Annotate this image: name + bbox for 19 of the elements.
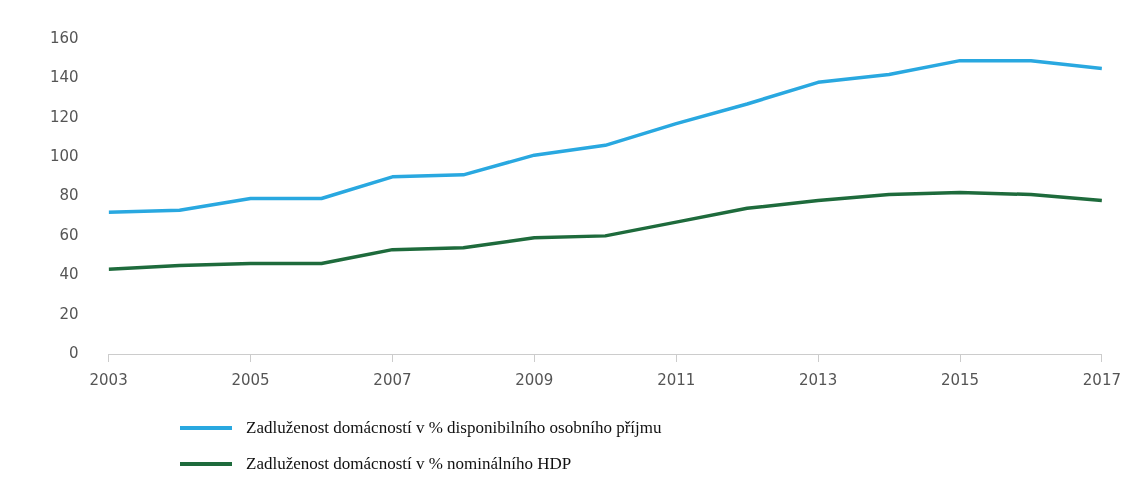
x-tick-label: 2017 <box>1082 370 1122 389</box>
x-tick-label: 2003 <box>89 370 128 389</box>
x-tick-label: 2009 <box>515 370 554 389</box>
x-tick-label: 2015 <box>940 370 980 389</box>
x-tick-label: 2011 <box>657 370 696 389</box>
y-tick-label: 100 <box>49 147 79 166</box>
legend-label: Zadluženost domácností v % nominálního HDP <box>246 454 572 474</box>
x-tick-label: 2013 <box>799 370 838 389</box>
y-tick-label: 140 <box>49 68 79 87</box>
y-tick-label: 120 <box>49 107 79 126</box>
legend-label: Zadluženost domácností v % disponibilního osobního příjmu <box>246 418 662 438</box>
y-tick-label: 40 <box>59 265 79 284</box>
y-tick-label: 160 <box>49 28 79 47</box>
x-tick-label: 2005 <box>231 370 270 389</box>
y-tick-label: 60 <box>59 225 79 244</box>
y-tick-label: 80 <box>59 186 79 205</box>
y-tick-label: 0 <box>69 343 79 362</box>
y-tick-label: 20 <box>59 304 79 323</box>
x-tick-label: 2007 <box>373 370 412 389</box>
